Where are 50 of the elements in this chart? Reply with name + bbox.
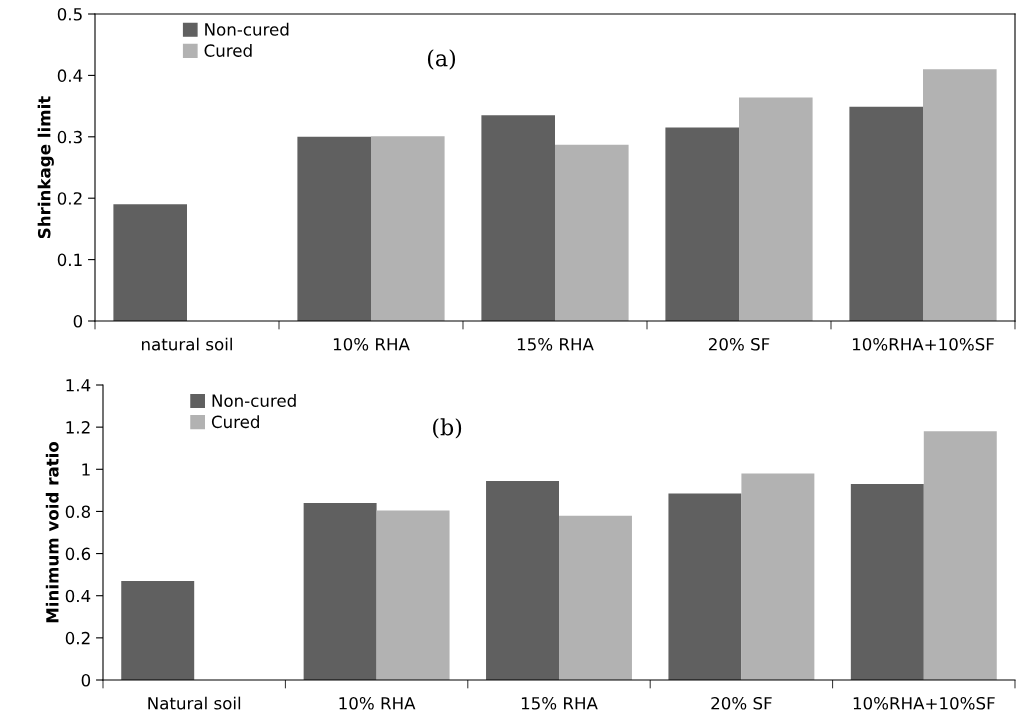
y-tick-label: 0.4 bbox=[65, 589, 91, 603]
bar bbox=[849, 106, 923, 321]
x-tick-label: 15% RHA bbox=[521, 696, 598, 710]
x-tick-label: 10% RHA bbox=[339, 696, 416, 710]
x-tick-label: 10% RHA bbox=[333, 337, 410, 351]
x-tick-label: 20% SF bbox=[708, 337, 770, 351]
bar bbox=[559, 515, 632, 680]
y-tick-label: 0.8 bbox=[65, 505, 91, 518]
y-tick-label: 0.2 bbox=[65, 631, 90, 645]
bar bbox=[297, 136, 371, 321]
legend-label: Cured bbox=[211, 415, 259, 429]
bar bbox=[376, 510, 450, 680]
bar bbox=[303, 503, 377, 680]
annotation: (b) bbox=[433, 418, 462, 439]
y-tick-label: 1.2 bbox=[66, 421, 90, 434]
bar bbox=[665, 127, 739, 321]
y-tick-label: 0.3 bbox=[57, 130, 82, 144]
bar bbox=[923, 431, 997, 680]
bar bbox=[555, 144, 629, 321]
y-tick-label: 0.4 bbox=[57, 69, 83, 82]
y-tick-label: 1 bbox=[82, 463, 90, 476]
bar bbox=[739, 97, 813, 321]
x-tick-label: natural soil bbox=[142, 337, 232, 351]
y-tick-label: 0.1 bbox=[57, 253, 82, 267]
bar bbox=[668, 493, 742, 680]
y-axis-title: Shrinkage limit bbox=[37, 96, 54, 239]
bar bbox=[481, 115, 555, 321]
x-tick-label: Natural soil bbox=[148, 696, 241, 710]
legend-label: Non-cured bbox=[205, 22, 289, 36]
x-tick-label: 20% SF bbox=[711, 696, 772, 710]
y-tick-label: 0.5 bbox=[57, 7, 82, 21]
y-tick-label: 0.2 bbox=[57, 192, 82, 205]
x-tick-label: 10%RHA+10%SF bbox=[853, 696, 995, 710]
bar bbox=[741, 473, 815, 680]
y-tick-label: 0 bbox=[81, 673, 91, 687]
y-tick-label: 0.6 bbox=[65, 547, 91, 561]
annotation: (a) bbox=[427, 49, 456, 70]
bar bbox=[486, 480, 559, 680]
bar bbox=[923, 69, 997, 321]
y-axis-title: Minimum void ratio bbox=[45, 441, 59, 623]
bar bbox=[371, 136, 445, 321]
bar bbox=[121, 580, 195, 680]
bar bbox=[850, 484, 924, 680]
legend-label: Cured bbox=[204, 43, 252, 57]
bar bbox=[113, 204, 187, 321]
y-tick-label: 1.4 bbox=[66, 379, 91, 392]
legend-label: Non-cured bbox=[212, 394, 296, 407]
y-tick-label: 0 bbox=[73, 314, 83, 328]
x-tick-label: 10%RHA+10%SF bbox=[852, 337, 994, 351]
x-tick-label: 15% RHA bbox=[517, 337, 594, 351]
